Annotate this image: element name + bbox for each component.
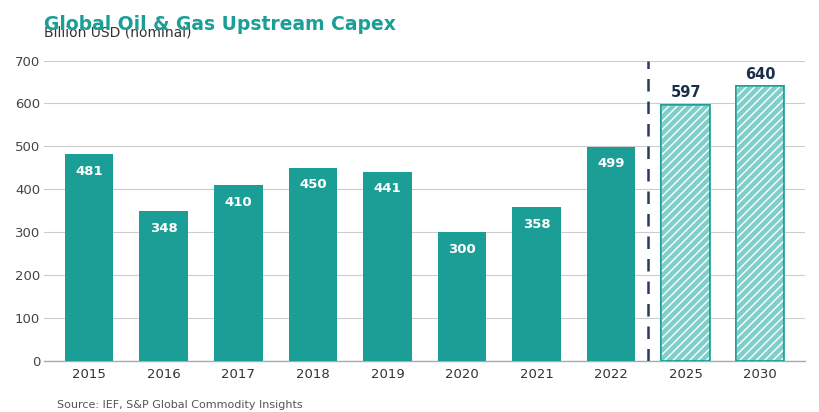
Bar bbox=[139, 211, 188, 360]
Bar bbox=[363, 171, 411, 360]
Bar bbox=[661, 105, 709, 360]
Bar bbox=[437, 232, 486, 360]
Bar bbox=[661, 105, 709, 360]
Bar bbox=[661, 105, 709, 360]
Text: 640: 640 bbox=[744, 67, 775, 82]
Text: 300: 300 bbox=[447, 243, 475, 256]
Text: Billion USD (nominal): Billion USD (nominal) bbox=[44, 26, 192, 40]
Text: 597: 597 bbox=[670, 85, 700, 101]
Bar bbox=[735, 86, 784, 360]
Text: 441: 441 bbox=[373, 182, 400, 195]
Bar bbox=[735, 86, 784, 360]
Bar bbox=[586, 147, 635, 360]
Bar bbox=[214, 185, 262, 360]
Text: 499: 499 bbox=[597, 157, 624, 171]
Text: Global Oil & Gas Upstream Capex: Global Oil & Gas Upstream Capex bbox=[44, 15, 396, 34]
Text: 410: 410 bbox=[224, 196, 251, 208]
Bar bbox=[735, 86, 784, 360]
Text: 481: 481 bbox=[75, 165, 103, 178]
Text: Source: IEF, S&P Global Commodity Insights: Source: IEF, S&P Global Commodity Insigh… bbox=[57, 400, 303, 410]
Text: 450: 450 bbox=[299, 178, 326, 192]
Bar bbox=[288, 168, 337, 360]
Bar bbox=[65, 154, 113, 360]
Text: 348: 348 bbox=[150, 222, 178, 235]
Bar bbox=[512, 207, 560, 360]
Text: 358: 358 bbox=[522, 218, 550, 231]
